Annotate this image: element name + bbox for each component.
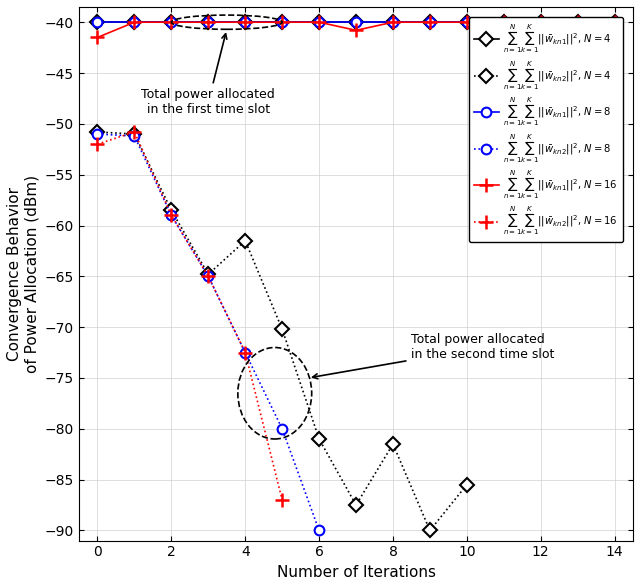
$\sum_{n=1}^{N}\sum_{k=1}^{K}||\bar{w}_{kn2}||^2$, $N=16$ (241, 349, 249, 356)
$\sum_{n=1}^{N}\sum_{k=1}^{K}||\bar{w}_{kn1}||^2$, $N=4$ (131, 19, 138, 26)
Line: $\sum_{n=1}^{N}\sum_{k=1}^{K}||\bar{w}_{kn1}||^2$, $N=16$: $\sum_{n=1}^{N}\sum_{k=1}^{K}||\bar{w}_{… (90, 15, 621, 45)
$\sum_{n=1}^{N}\sum_{k=1}^{K}||\bar{w}_{kn1}||^2$, $N=16$ (352, 27, 360, 34)
$\sum_{n=1}^{N}\sum_{k=1}^{K}||\bar{w}_{kn1}||^2$, $N=4$ (500, 19, 508, 26)
$\sum_{n=1}^{N}\sum_{k=1}^{K}||\bar{w}_{kn1}||^2$, $N=8$ (389, 19, 397, 26)
$\sum_{n=1}^{N}\sum_{k=1}^{K}||\bar{w}_{kn2}||^2$, $N=16$ (168, 212, 175, 219)
$\sum_{n=1}^{N}\sum_{k=1}^{K}||\bar{w}_{kn2}||^2$, $N=4$ (278, 326, 286, 333)
$\sum_{n=1}^{N}\sum_{k=1}^{K}||\bar{w}_{kn1}||^2$, $N=8$ (93, 19, 101, 26)
$\sum_{n=1}^{N}\sum_{k=1}^{K}||\bar{w}_{kn1}||^2$, $N=8$ (574, 19, 582, 26)
$\sum_{n=1}^{N}\sum_{k=1}^{K}||\bar{w}_{kn1}||^2$, $N=4$ (168, 19, 175, 26)
$\sum_{n=1}^{N}\sum_{k=1}^{K}||\bar{w}_{kn2}||^2$, $N=4$ (204, 271, 212, 278)
Legend: $\sum_{n=1}^{N}\sum_{k=1}^{K}||\bar{w}_{kn1}||^2$, $N=4$, $\sum_{n=1}^{N}\sum_{k: $\sum_{n=1}^{N}\sum_{k=1}^{K}||\bar{w}_{… (469, 17, 623, 242)
Line: $\sum_{n=1}^{N}\sum_{k=1}^{K}||\bar{w}_{kn2}||^2$, $N=4$: $\sum_{n=1}^{N}\sum_{k=1}^{K}||\bar{w}_{… (93, 127, 472, 535)
$\sum_{n=1}^{N}\sum_{k=1}^{K}||\bar{w}_{kn2}||^2$, $N=4$ (241, 237, 249, 244)
$\sum_{n=1}^{N}\sum_{k=1}^{K}||\bar{w}_{kn1}||^2$, $N=8$ (352, 19, 360, 26)
$\sum_{n=1}^{N}\sum_{k=1}^{K}||\bar{w}_{kn1}||^2$, $N=4$ (537, 19, 545, 26)
$\sum_{n=1}^{N}\sum_{k=1}^{K}||\bar{w}_{kn2}||^2$, $N=8$ (204, 273, 212, 280)
$\sum_{n=1}^{N}\sum_{k=1}^{K}||\bar{w}_{kn2}||^2$, $N=16$ (93, 141, 101, 148)
$\sum_{n=1}^{N}\sum_{k=1}^{K}||\bar{w}_{kn1}||^2$, $N=4$ (278, 19, 286, 26)
$\sum_{n=1}^{N}\sum_{k=1}^{K}||\bar{w}_{kn2}||^2$, $N=4$ (389, 441, 397, 448)
$\sum_{n=1}^{N}\sum_{k=1}^{K}||\bar{w}_{kn1}||^2$, $N=16$ (241, 19, 249, 26)
$\sum_{n=1}^{N}\sum_{k=1}^{K}||\bar{w}_{kn1}||^2$, $N=16$ (278, 19, 286, 26)
$\sum_{n=1}^{N}\sum_{k=1}^{K}||\bar{w}_{kn2}||^2$, $N=16$ (131, 129, 138, 136)
$\sum_{n=1}^{N}\sum_{k=1}^{K}||\bar{w}_{kn1}||^2$, $N=4$ (93, 19, 101, 26)
$\sum_{n=1}^{N}\sum_{k=1}^{K}||\bar{w}_{kn2}||^2$, $N=4$ (316, 436, 323, 443)
$\sum_{n=1}^{N}\sum_{k=1}^{K}||\bar{w}_{kn1}||^2$, $N=4$ (463, 19, 470, 26)
$\sum_{n=1}^{N}\sum_{k=1}^{K}||\bar{w}_{kn1}||^2$, $N=16$ (537, 19, 545, 26)
$\sum_{n=1}^{N}\sum_{k=1}^{K}||\bar{w}_{kn1}||^2$, $N=8$ (426, 19, 434, 26)
$\sum_{n=1}^{N}\sum_{k=1}^{K}||\bar{w}_{kn2}||^2$, $N=8$ (241, 349, 249, 356)
$\sum_{n=1}^{N}\sum_{k=1}^{K}||\bar{w}_{kn1}||^2$, $N=8$ (168, 19, 175, 26)
$\sum_{n=1}^{N}\sum_{k=1}^{K}||\bar{w}_{kn1}||^2$, $N=4$ (426, 19, 434, 26)
Line: $\sum_{n=1}^{N}\sum_{k=1}^{K}||\bar{w}_{kn2}||^2$, $N=16$: $\sum_{n=1}^{N}\sum_{k=1}^{K}||\bar{w}_{… (90, 125, 289, 507)
$\sum_{n=1}^{N}\sum_{k=1}^{K}||\bar{w}_{kn2}||^2$, $N=8$ (316, 527, 323, 534)
$\sum_{n=1}^{N}\sum_{k=1}^{K}||\bar{w}_{kn1}||^2$, $N=8$ (463, 19, 470, 26)
$\sum_{n=1}^{N}\sum_{k=1}^{K}||\bar{w}_{kn2}||^2$, $N=8$ (168, 212, 175, 219)
$\sum_{n=1}^{N}\sum_{k=1}^{K}||\bar{w}_{kn1}||^2$, $N=4$ (316, 19, 323, 26)
$\sum_{n=1}^{N}\sum_{k=1}^{K}||\bar{w}_{kn2}||^2$, $N=4$ (131, 130, 138, 137)
Line: $\sum_{n=1}^{N}\sum_{k=1}^{K}||\bar{w}_{kn1}||^2$, $N=4$: $\sum_{n=1}^{N}\sum_{k=1}^{K}||\bar{w}_{… (93, 18, 620, 27)
$\sum_{n=1}^{N}\sum_{k=1}^{K}||\bar{w}_{kn1}||^2$, $N=4$ (611, 19, 618, 26)
$\sum_{n=1}^{N}\sum_{k=1}^{K}||\bar{w}_{kn2}||^2$, $N=8$ (278, 426, 286, 433)
$\sum_{n=1}^{N}\sum_{k=1}^{K}||\bar{w}_{kn1}||^2$, $N=16$ (316, 19, 323, 26)
$\sum_{n=1}^{N}\sum_{k=1}^{K}||\bar{w}_{kn1}||^2$, $N=16$ (500, 19, 508, 26)
$\sum_{n=1}^{N}\sum_{k=1}^{K}||\bar{w}_{kn2}||^2$, $N=4$ (168, 207, 175, 214)
$\sum_{n=1}^{N}\sum_{k=1}^{K}||\bar{w}_{kn2}||^2$, $N=8$ (131, 133, 138, 140)
$\sum_{n=1}^{N}\sum_{k=1}^{K}||\bar{w}_{kn1}||^2$, $N=8$ (278, 19, 286, 26)
$\sum_{n=1}^{N}\sum_{k=1}^{K}||\bar{w}_{kn1}||^2$, $N=16$ (389, 19, 397, 26)
$\sum_{n=1}^{N}\sum_{k=1}^{K}||\bar{w}_{kn2}||^2$, $N=16$ (204, 273, 212, 280)
$\sum_{n=1}^{N}\sum_{k=1}^{K}||\bar{w}_{kn1}||^2$, $N=16$ (93, 34, 101, 41)
Text: Total power allocated
in the first time slot: Total power allocated in the first time … (141, 34, 275, 116)
$\sum_{n=1}^{N}\sum_{k=1}^{K}||\bar{w}_{kn1}||^2$, $N=8$ (500, 19, 508, 26)
$\sum_{n=1}^{N}\sum_{k=1}^{K}||\bar{w}_{kn1}||^2$, $N=8$ (611, 19, 618, 26)
$\sum_{n=1}^{N}\sum_{k=1}^{K}||\bar{w}_{kn1}||^2$, $N=8$ (316, 19, 323, 26)
$\sum_{n=1}^{N}\sum_{k=1}^{K}||\bar{w}_{kn1}||^2$, $N=16$ (131, 19, 138, 26)
$\sum_{n=1}^{N}\sum_{k=1}^{K}||\bar{w}_{kn2}||^2$, $N=4$ (426, 527, 434, 534)
$\sum_{n=1}^{N}\sum_{k=1}^{K}||\bar{w}_{kn1}||^2$, $N=16$ (204, 19, 212, 26)
$\sum_{n=1}^{N}\sum_{k=1}^{K}||\bar{w}_{kn1}||^2$, $N=4$ (204, 19, 212, 26)
$\sum_{n=1}^{N}\sum_{k=1}^{K}||\bar{w}_{kn1}||^2$, $N=16$ (574, 19, 582, 26)
$\sum_{n=1}^{N}\sum_{k=1}^{K}||\bar{w}_{kn2}||^2$, $N=8$ (93, 130, 101, 137)
Line: $\sum_{n=1}^{N}\sum_{k=1}^{K}||\bar{w}_{kn2}||^2$, $N=8$: $\sum_{n=1}^{N}\sum_{k=1}^{K}||\bar{w}_{… (93, 129, 324, 535)
Y-axis label: Convergence Behavior
of Power Allocation (dBm): Convergence Behavior of Power Allocation… (7, 175, 39, 373)
$\sum_{n=1}^{N}\sum_{k=1}^{K}||\bar{w}_{kn2}||^2$, $N=4$ (463, 481, 470, 488)
$\sum_{n=1}^{N}\sum_{k=1}^{K}||\bar{w}_{kn1}||^2$, $N=16$ (426, 19, 434, 26)
$\sum_{n=1}^{N}\sum_{k=1}^{K}||\bar{w}_{kn1}||^2$, $N=16$ (463, 19, 470, 26)
$\sum_{n=1}^{N}\sum_{k=1}^{K}||\bar{w}_{kn1}||^2$, $N=4$ (352, 19, 360, 26)
$\sum_{n=1}^{N}\sum_{k=1}^{K}||\bar{w}_{kn1}||^2$, $N=8$ (204, 19, 212, 26)
Line: $\sum_{n=1}^{N}\sum_{k=1}^{K}||\bar{w}_{kn1}||^2$, $N=8$: $\sum_{n=1}^{N}\sum_{k=1}^{K}||\bar{w}_{… (93, 18, 620, 27)
$\sum_{n=1}^{N}\sum_{k=1}^{K}||\bar{w}_{kn2}||^2$, $N=4$ (93, 129, 101, 136)
$\sum_{n=1}^{N}\sum_{k=1}^{K}||\bar{w}_{kn1}||^2$, $N=16$ (168, 19, 175, 26)
$\sum_{n=1}^{N}\sum_{k=1}^{K}||\bar{w}_{kn1}||^2$, $N=4$ (241, 19, 249, 26)
$\sum_{n=1}^{N}\sum_{k=1}^{K}||\bar{w}_{kn1}||^2$, $N=8$ (241, 19, 249, 26)
$\sum_{n=1}^{N}\sum_{k=1}^{K}||\bar{w}_{kn1}||^2$, $N=8$ (131, 19, 138, 26)
$\sum_{n=1}^{N}\sum_{k=1}^{K}||\bar{w}_{kn1}||^2$, $N=8$ (537, 19, 545, 26)
$\sum_{n=1}^{N}\sum_{k=1}^{K}||\bar{w}_{kn1}||^2$, $N=4$ (389, 19, 397, 26)
X-axis label: Number of Iterations: Number of Iterations (276, 565, 436, 580)
Text: Total power allocated
in the second time slot: Total power allocated in the second time… (312, 333, 555, 379)
$\sum_{n=1}^{N}\sum_{k=1}^{K}||\bar{w}_{kn1}||^2$, $N=16$ (611, 19, 618, 26)
$\sum_{n=1}^{N}\sum_{k=1}^{K}||\bar{w}_{kn2}||^2$, $N=4$ (352, 501, 360, 508)
$\sum_{n=1}^{N}\sum_{k=1}^{K}||\bar{w}_{kn2}||^2$, $N=16$ (278, 497, 286, 504)
$\sum_{n=1}^{N}\sum_{k=1}^{K}||\bar{w}_{kn1}||^2$, $N=4$ (574, 19, 582, 26)
